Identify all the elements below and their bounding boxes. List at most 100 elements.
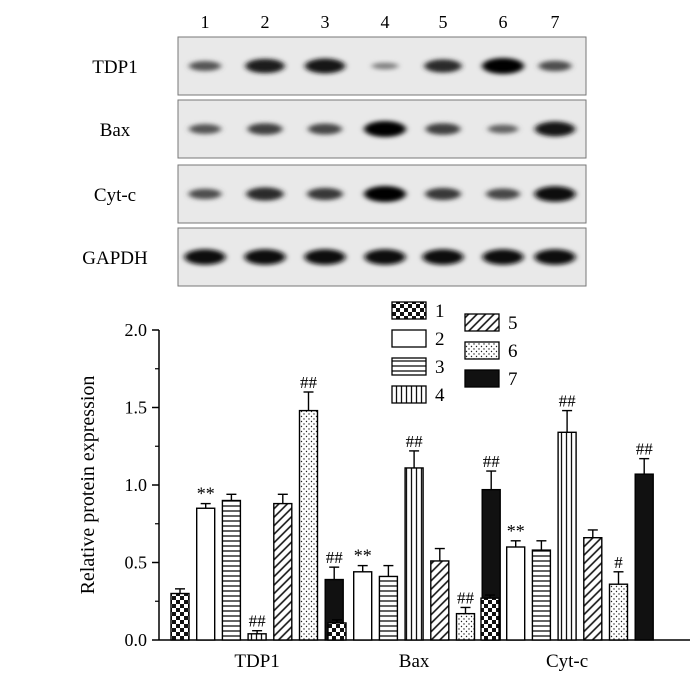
blot-band [364, 121, 406, 137]
significance-label: ## [326, 548, 344, 567]
blot-band [244, 249, 286, 265]
legend-label: 2 [435, 329, 445, 350]
bar-chart: 0.0 0.5 1.0 1.5 2.0 Relative protein expressi… [77, 301, 690, 672]
legend-label: 4 [435, 385, 445, 406]
legend-label: 7 [508, 369, 518, 390]
legend-item: 5 [464, 313, 518, 334]
bar [583, 537, 603, 641]
blot-band [188, 124, 222, 134]
lane-label: 5 [439, 12, 448, 32]
bar [608, 583, 629, 641]
blot-row-cyt-c: Cyt-c [94, 164, 587, 224]
x-tick-label: Bax [399, 651, 430, 672]
bar [480, 597, 500, 641]
blot-band [424, 59, 462, 73]
y-tick-label: 0.5 [125, 553, 148, 573]
legend-label: 3 [435, 357, 445, 378]
y-tick-label: 1.0 [125, 475, 148, 495]
lane-label: 1 [201, 12, 210, 32]
bar [430, 560, 450, 641]
bar [195, 507, 216, 641]
blot-row-tdp1: TDP1 [92, 36, 587, 96]
legend-item: 6 [464, 341, 518, 362]
blot-row-label: TDP1 [92, 57, 137, 78]
legend-swatch [391, 329, 427, 348]
blot-band [247, 123, 283, 135]
legend-item: 4 [391, 385, 445, 406]
bar [170, 592, 190, 641]
significance-label: ## [636, 440, 654, 459]
lane-label: 6 [499, 12, 508, 32]
significance-label: ## [300, 373, 318, 392]
significance-label: ## [249, 612, 267, 631]
significance-label: ## [406, 432, 424, 451]
legend-swatch [464, 369, 500, 388]
x-tick-label: TDP1 [234, 651, 279, 672]
blot-row-gapdh: GAPDH [82, 227, 587, 287]
y-tick-label: 2.0 [125, 320, 148, 340]
bar [353, 571, 373, 641]
blot-band [245, 58, 285, 74]
legend-label: 1 [435, 301, 445, 322]
lane-label: 4 [381, 12, 390, 32]
blot-band [425, 187, 461, 201]
bar-group-tdp1: ** ## ## ## TDP1 [170, 373, 344, 672]
bar [455, 612, 476, 641]
significance-label: ## [457, 588, 475, 607]
blot-band [371, 62, 399, 70]
significance-label: ## [483, 452, 501, 471]
bar [634, 473, 654, 641]
bar-group-bax: ** ## ## ## Bax [327, 432, 501, 672]
blot-band [422, 249, 464, 265]
blot-row-label: GAPDH [82, 248, 148, 269]
blot-band [184, 249, 226, 265]
bar [327, 622, 347, 641]
y-tick-label: 1.5 [125, 398, 148, 418]
blot-band [534, 186, 576, 202]
blot-band [482, 249, 524, 265]
bar [404, 467, 424, 641]
blot-band [246, 187, 284, 201]
blot-band [482, 58, 524, 74]
blot-band [364, 186, 406, 202]
lane-label: 3 [321, 12, 330, 32]
legend-label: 5 [508, 313, 518, 334]
legend-item: 7 [464, 369, 518, 390]
blot-band [538, 60, 572, 72]
legend-swatch [464, 313, 500, 332]
lane-label: 7 [551, 12, 560, 32]
blot-band [487, 124, 519, 134]
blot-band [188, 188, 222, 200]
blot-band [425, 123, 461, 135]
blot-row-label: Bax [100, 120, 131, 141]
legend: 1 2 3 4 5 6 7 [391, 301, 518, 406]
blot-band [304, 249, 346, 265]
blot-row-bax: Bax [100, 99, 587, 159]
legend-swatch [464, 341, 500, 360]
legend-label: 6 [508, 341, 518, 362]
significance-label: ** [197, 484, 215, 504]
significance-label: # [614, 553, 623, 572]
blot-band [534, 121, 576, 137]
bar [221, 499, 242, 641]
bar [557, 431, 577, 641]
legend-swatch [391, 385, 427, 404]
lane-label: 2 [261, 12, 270, 32]
bar [506, 546, 526, 641]
significance-label: ** [507, 521, 525, 541]
legend-swatch [391, 357, 427, 376]
blot-band [188, 61, 222, 71]
x-tick-label: Cyt-c [546, 651, 588, 672]
significance-label: ** [354, 546, 372, 566]
legend-item: 1 [391, 301, 445, 322]
bar [378, 575, 399, 641]
bar [531, 549, 552, 641]
legend-item: 2 [391, 329, 445, 350]
y-tick-label: 0.0 [125, 630, 148, 650]
legend-item: 3 [391, 357, 445, 378]
bar [273, 502, 293, 641]
blot-band [304, 58, 346, 74]
blot-band [307, 187, 343, 201]
significance-label: ## [559, 392, 577, 411]
